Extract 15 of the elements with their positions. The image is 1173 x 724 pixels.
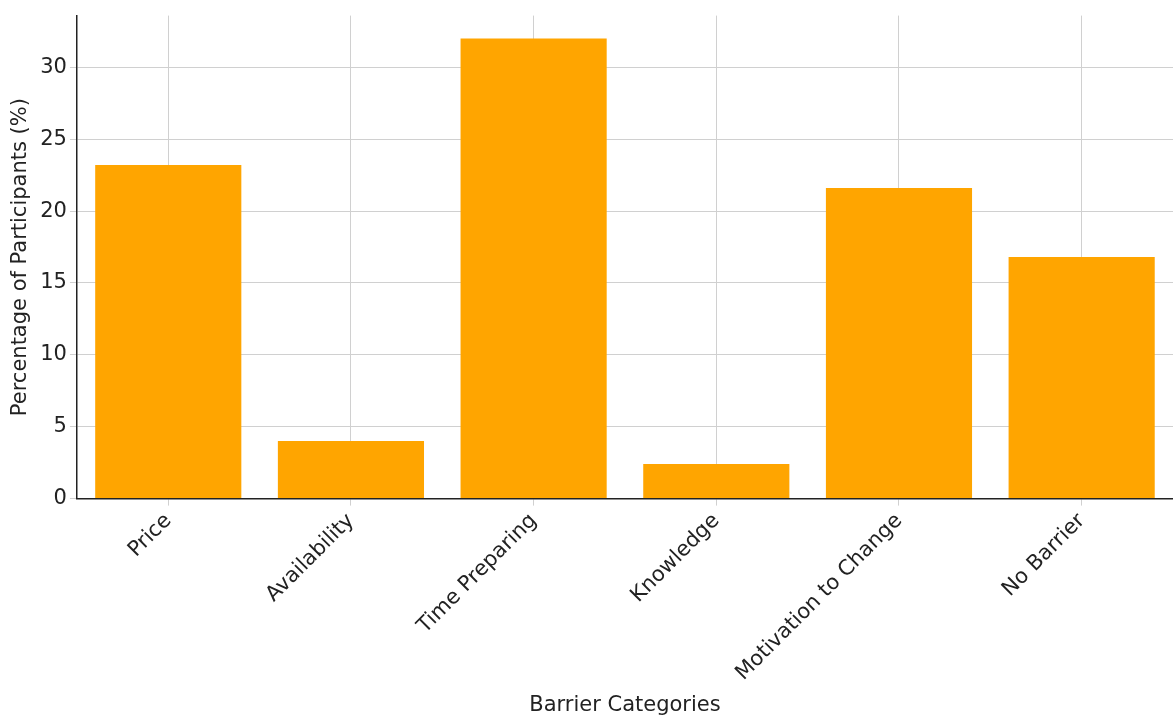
y-tick-label: 0 bbox=[53, 485, 67, 510]
y-tick-label: 25 bbox=[40, 125, 67, 150]
bar bbox=[460, 38, 607, 499]
bar bbox=[95, 165, 242, 499]
y-tick-label: 10 bbox=[40, 341, 67, 366]
y-tick-label: 15 bbox=[40, 269, 67, 294]
y-tick-label: 5 bbox=[53, 413, 67, 438]
y-tick-label: 20 bbox=[40, 197, 67, 222]
bar bbox=[825, 188, 973, 499]
y-axis-title: Percentage of Participants (%) bbox=[7, 98, 32, 417]
bar bbox=[643, 464, 790, 499]
y-tick-label: 30 bbox=[40, 53, 67, 78]
bar bbox=[1008, 257, 1155, 499]
bar bbox=[277, 441, 425, 499]
x-axis-title: Barrier Categories bbox=[529, 691, 721, 716]
